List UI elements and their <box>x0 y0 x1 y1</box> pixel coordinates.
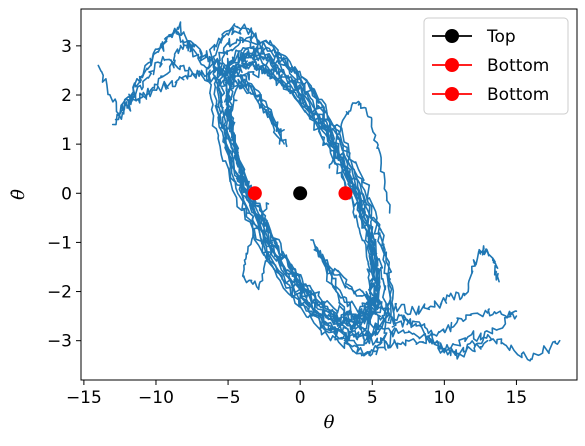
trajectory-branch <box>313 249 518 337</box>
y-tick-label: −3 <box>47 332 72 352</box>
y-tick-label: 2 <box>61 86 72 106</box>
x-tick-label: 10 <box>434 388 456 408</box>
trajectory-branch <box>114 27 285 145</box>
legend-label: Bottom <box>487 56 549 76</box>
trajectory-loop <box>229 67 378 329</box>
legend: Top Bottom Bottom <box>423 17 569 115</box>
y-tick-label: 1 <box>61 135 72 155</box>
trajectory-hook-left <box>241 202 270 291</box>
top-marker <box>293 186 308 201</box>
trajectory-branch <box>314 244 561 362</box>
x-axis-label: θ <box>324 412 335 433</box>
trajectory-branch <box>310 239 489 360</box>
y-axis-label: θ̇ <box>8 189 29 200</box>
legend-marker <box>445 87 459 101</box>
bottom-marker <box>247 186 262 201</box>
trajectory-loop <box>226 49 374 327</box>
trajectory-hook-right <box>328 100 391 214</box>
legend-marker <box>445 29 459 43</box>
x-tick-label: 5 <box>367 388 378 408</box>
x-axis-ticks: −15 −10 −5 0 5 10 15 <box>66 380 527 408</box>
x-tick-label: −5 <box>216 388 241 408</box>
trajectory-branch <box>321 245 500 316</box>
x-tick-label: 15 <box>506 388 528 408</box>
legend-label: Top <box>486 27 516 47</box>
legend-entry: Bottom <box>432 56 549 76</box>
y-tick-label: 3 <box>61 37 72 57</box>
legend-entry: Top <box>432 27 516 47</box>
legend-box <box>423 17 569 115</box>
plot-frame <box>80 8 578 381</box>
x-tick-label: 0 <box>295 388 306 408</box>
marker-layer <box>247 186 353 201</box>
y-tick-label: −1 <box>47 233 72 253</box>
trajectory-loop <box>216 53 378 328</box>
bottom-marker <box>338 186 353 201</box>
trajectory-loop <box>220 45 382 340</box>
trajectory-layer <box>97 21 561 362</box>
trajectory-branch <box>111 21 288 148</box>
trajectory-branch <box>123 66 281 145</box>
y-tick-label: −2 <box>47 283 72 303</box>
legend-label: Bottom <box>487 85 549 105</box>
y-axis-ticks: −3 −2 −1 0 1 2 3 <box>47 37 81 352</box>
legend-entry: Bottom <box>432 85 549 105</box>
y-tick-label: 0 <box>61 184 72 204</box>
x-tick-label: −15 <box>66 388 102 408</box>
trajectory-loop <box>213 36 393 345</box>
legend-marker <box>445 58 459 72</box>
trajectory-branch <box>126 39 282 133</box>
x-tick-label: −10 <box>138 388 174 408</box>
